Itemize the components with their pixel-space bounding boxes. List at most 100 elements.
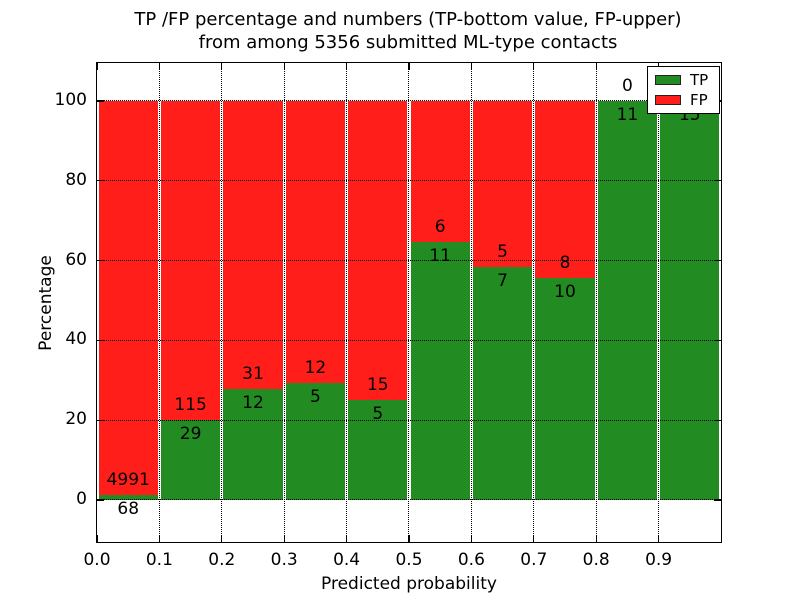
legend-label-fp: FP xyxy=(690,90,708,109)
horizontal-gridline xyxy=(97,100,721,102)
x-tick-label: 0.3 xyxy=(270,550,298,570)
fp-count-label: 115 xyxy=(174,394,207,415)
tp-count-label: 7 xyxy=(497,271,508,292)
bar-segment-tp xyxy=(597,100,658,501)
y-tick-label: 60 xyxy=(65,249,87,270)
bar-segment-tp xyxy=(535,278,595,501)
vertical-gridline xyxy=(470,63,472,542)
x-tick-bottom xyxy=(158,535,161,542)
fp-count-label: 5 xyxy=(497,242,508,263)
y-tick-left xyxy=(97,499,104,501)
horizontal-gridline xyxy=(97,339,721,341)
x-tick-bottom xyxy=(657,535,660,542)
y-tick-right xyxy=(714,259,721,262)
y-tick-left xyxy=(97,339,104,342)
vertical-gridline xyxy=(158,63,160,542)
vertical-gridline xyxy=(595,63,597,542)
legend-label-tp: TP xyxy=(690,70,709,89)
x-tick-top xyxy=(470,63,473,70)
tp-count-label: 12 xyxy=(242,392,264,413)
y-tick-right xyxy=(714,419,721,421)
plot-area: 499168115293112125155611578100110150.00.… xyxy=(36,62,722,594)
x-tick-label: 0.6 xyxy=(457,550,485,570)
bar-segment-tp xyxy=(348,400,408,501)
x-tick-bottom xyxy=(283,535,285,542)
x-tick-top xyxy=(595,63,597,70)
y-tick-left xyxy=(97,259,104,262)
y-tick-right xyxy=(714,180,721,182)
x-tick-bottom xyxy=(470,535,473,542)
y-tick-right xyxy=(714,339,721,342)
bar-segment-tp xyxy=(285,382,346,501)
y-tick-left xyxy=(97,180,104,182)
horizontal-gridline xyxy=(97,499,721,501)
y-tick-right xyxy=(714,499,721,501)
bar-segment-fp xyxy=(410,100,470,242)
vertical-gridline xyxy=(345,63,347,542)
legend-item-tp: TP xyxy=(648,70,719,89)
x-tick-top xyxy=(221,63,223,70)
x-tick-label: 0.0 xyxy=(83,550,111,570)
tp-count-label: 11 xyxy=(616,104,639,125)
chart-title-line2: from among 5356 submitted ML-type contac… xyxy=(198,32,618,53)
x-tick-top xyxy=(408,63,410,70)
x-tick-bottom xyxy=(533,535,535,542)
bar-segment-tp xyxy=(98,494,158,501)
x-tick-label: 0.2 xyxy=(208,550,236,570)
x-tick-top xyxy=(533,63,535,70)
bar-segment-fp xyxy=(285,100,346,383)
bar-segment-fp xyxy=(535,100,595,279)
bar-segment-tp xyxy=(410,241,470,501)
x-tick-top xyxy=(283,63,285,70)
x-tick-label: 0.1 xyxy=(145,550,173,570)
x-tick-top xyxy=(345,63,348,70)
vertical-gridline xyxy=(657,63,659,542)
horizontal-gridline xyxy=(97,259,721,261)
x-axis-label: Predicted probability xyxy=(321,574,497,594)
y-tick-label: 20 xyxy=(65,409,87,430)
vertical-gridline xyxy=(283,63,285,542)
fp-count-label: 12 xyxy=(304,357,327,378)
y-axis-label: Percentage xyxy=(36,254,56,351)
x-tick-bottom xyxy=(408,535,410,542)
legend: TP FP xyxy=(647,66,720,114)
y-tick-label: 0 xyxy=(76,489,87,510)
x-tick-label: 0.9 xyxy=(645,550,673,570)
bar-segment-tp xyxy=(660,100,720,501)
y-tick-label: 80 xyxy=(65,169,87,190)
x-tick-top xyxy=(96,63,98,70)
tp-count-label: 5 xyxy=(372,404,384,425)
tp-count-label: 5 xyxy=(309,386,321,407)
y-tick-label: 40 xyxy=(65,329,87,350)
tp-count-label: 10 xyxy=(554,282,576,303)
x-tick-label: 0.8 xyxy=(582,550,610,570)
bar-segment-tp xyxy=(223,388,283,501)
x-tick-bottom xyxy=(221,535,223,542)
tp-count-label: 29 xyxy=(179,423,202,444)
vertical-gridline xyxy=(221,63,223,542)
horizontal-gridline xyxy=(97,180,721,182)
x-tick-top xyxy=(158,63,161,70)
fp-count-label: 6 xyxy=(434,216,446,237)
fp-count-label: 15 xyxy=(366,375,389,396)
fp-count-label: 4991 xyxy=(106,469,150,490)
tp-swatch-icon xyxy=(655,75,681,85)
fp-count-label: 31 xyxy=(242,363,264,384)
horizontal-gridline xyxy=(97,419,721,421)
tp-count-label: 68 xyxy=(117,498,140,519)
bar-segment-fp xyxy=(348,100,408,401)
y-tick-label: 100 xyxy=(54,89,87,110)
fp-swatch-icon xyxy=(655,95,681,105)
chart-title-line1: TP /FP percentage and numbers (TP-bottom… xyxy=(134,9,682,30)
bar-segment-tp xyxy=(160,419,221,501)
vertical-gridline xyxy=(533,63,535,542)
vertical-gridline xyxy=(408,63,410,542)
bar-segment-fp xyxy=(223,100,283,389)
bar-segment-fp xyxy=(98,100,158,495)
y-tick-left xyxy=(97,100,104,102)
tp-count-label: 11 xyxy=(429,245,451,266)
bar-segment-tp xyxy=(472,267,533,501)
x-tick-label: 0.4 xyxy=(333,550,361,570)
legend-item-fp: FP xyxy=(648,90,719,109)
